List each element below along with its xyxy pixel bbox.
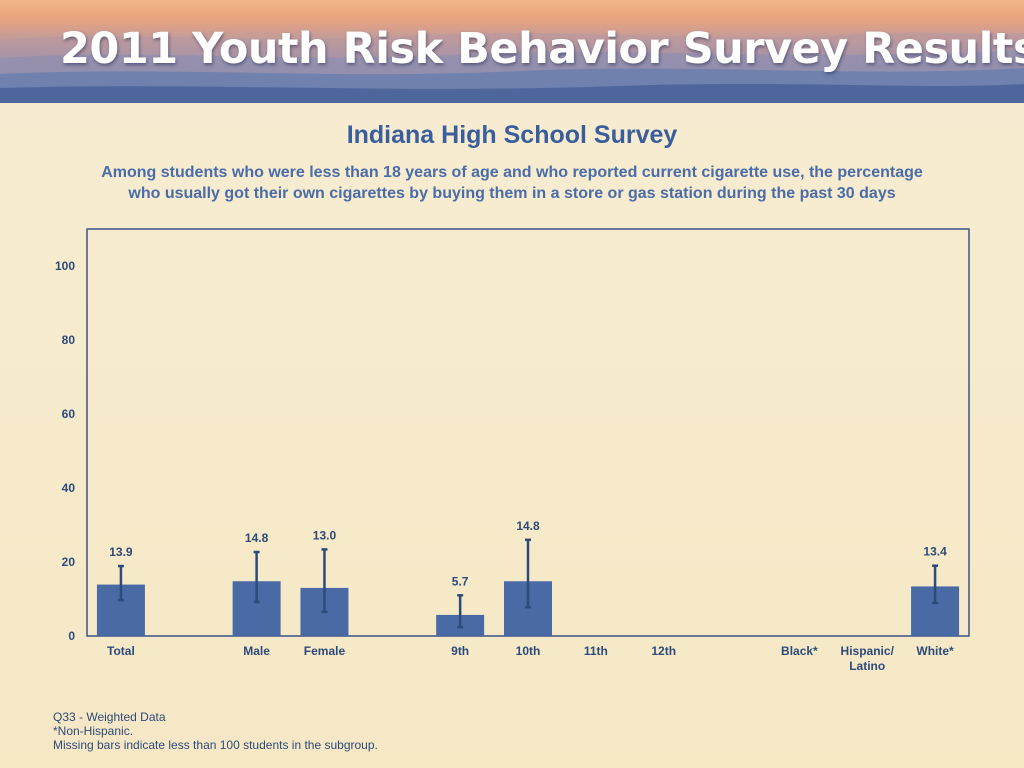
x-tick-label: Latino	[849, 659, 885, 673]
x-tick-label: 11th	[584, 644, 608, 658]
y-tick-label: 20	[62, 555, 76, 569]
data-label: 14.8	[516, 519, 540, 533]
footnote-missing-bars: Missing bars indicate less than 100 stud…	[53, 738, 378, 752]
value-labels: 13.9 14.8 13.0 5.7 14.8 13.4	[109, 519, 947, 589]
bar-chart: 0 20 40 60 80 100 13.9 14.8 13.0 5.7 14.8 13.4 Tot…	[55, 228, 970, 673]
x-tick-label: Total	[107, 644, 135, 658]
footnotes: Q33 - Weighted Data *Non-Hispanic. Missi…	[53, 710, 378, 752]
banner-title: 2011 Youth Risk Behavior Survey Results	[60, 24, 1024, 74]
header-banner: 2011 Youth Risk Behavior Survey Results	[0, 0, 1024, 103]
x-axis-labels: Total Male Female 9th 10th 11th 12th Black* Hisp…	[107, 644, 954, 673]
y-tick-label: 100	[55, 259, 75, 273]
footnote-non-hispanic: *Non-Hispanic.	[53, 724, 134, 738]
subtitle-line-1: Among students who were less than 18 yea…	[101, 164, 923, 181]
x-tick-label: White*	[916, 644, 954, 658]
subtitle-line-2: who usually got their own cigarettes by …	[128, 185, 896, 202]
x-tick-label: 12th	[651, 644, 676, 658]
data-label: 14.8	[245, 531, 269, 545]
x-tick-label: 10th	[516, 644, 541, 658]
data-label: 13.9	[109, 545, 133, 559]
y-tick-label: 80	[62, 333, 76, 347]
y-tick-label: 40	[62, 481, 76, 495]
mountain-background	[0, 32, 1024, 103]
chart-subtitle: Among students who were less than 18 yea…	[62, 162, 962, 204]
page-title: Indiana High School Survey	[346, 121, 678, 149]
x-tick-label: 9th	[451, 644, 469, 658]
y-tick-label: 60	[62, 407, 76, 421]
x-tick-label: Hispanic/	[841, 644, 895, 658]
footnote-data-source: Q33 - Weighted Data	[53, 710, 166, 724]
data-label: 5.7	[452, 574, 469, 588]
x-tick-label: Male	[243, 644, 270, 658]
y-axis-ticks: 0 20 40 60 80 100	[55, 259, 75, 643]
error-bars	[117, 538, 939, 629]
data-label: 13.0	[313, 528, 337, 542]
y-tick-label: 0	[68, 629, 75, 643]
x-tick-label: Black*	[781, 644, 818, 658]
x-tick-label: Female	[304, 644, 346, 658]
data-label: 13.4	[923, 545, 947, 559]
